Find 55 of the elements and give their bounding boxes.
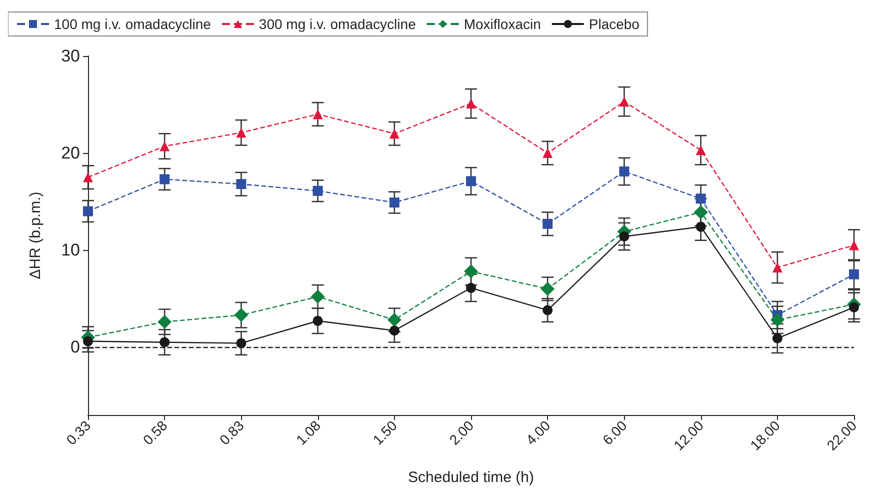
y-tick-label: 30	[61, 46, 80, 66]
y-tick-label: 0	[70, 338, 80, 357]
legend-label: Placebo	[588, 16, 640, 32]
point	[619, 96, 630, 107]
point	[696, 222, 706, 232]
point	[542, 218, 553, 229]
point	[310, 290, 325, 304]
point	[83, 336, 93, 346]
point	[466, 282, 476, 293]
y-tick-label: 20	[61, 144, 80, 163]
point	[234, 308, 248, 322]
point	[160, 174, 170, 184]
point	[160, 337, 170, 348]
point	[387, 312, 402, 327]
point	[312, 109, 323, 120]
point	[542, 305, 553, 316]
point	[389, 198, 400, 208]
point	[312, 316, 323, 326]
point	[466, 98, 476, 109]
point	[158, 314, 172, 329]
y-tick-label: 10	[61, 240, 80, 260]
point	[696, 145, 706, 156]
point	[466, 176, 476, 186]
point	[389, 326, 400, 336]
point	[236, 179, 246, 190]
legend-label: 100 mg i.v. omadacycline	[54, 16, 212, 32]
x-tick-label: 0.58	[140, 417, 170, 448]
point	[83, 172, 93, 182]
point	[619, 231, 630, 242]
point	[389, 128, 400, 139]
point	[83, 206, 93, 216]
point	[772, 262, 782, 273]
point	[770, 312, 784, 327]
point	[849, 302, 859, 312]
x-axis-title: Scheduled time (h)	[408, 469, 534, 486]
point	[464, 264, 478, 278]
legend-label: Moxifloxacin	[464, 16, 541, 32]
x-tick-label: 0.83	[216, 417, 248, 448]
point	[160, 141, 170, 152]
legend-label: 300 mg i.v. omadacycline	[258, 16, 416, 32]
x-tick-label: 6.00	[599, 417, 630, 448]
point	[236, 338, 246, 348]
point	[772, 333, 782, 344]
point	[542, 148, 553, 158]
point	[312, 186, 323, 196]
point	[849, 240, 859, 250]
x-tick-label: 0.33	[63, 417, 94, 448]
point	[540, 282, 555, 296]
point	[236, 128, 246, 138]
y-axis-title: ΔHR (b.p.m.)	[27, 192, 44, 280]
point	[619, 166, 630, 176]
point	[849, 269, 859, 280]
x-tick-label: 4.00	[522, 417, 554, 448]
point	[696, 194, 706, 204]
point	[694, 205, 708, 220]
